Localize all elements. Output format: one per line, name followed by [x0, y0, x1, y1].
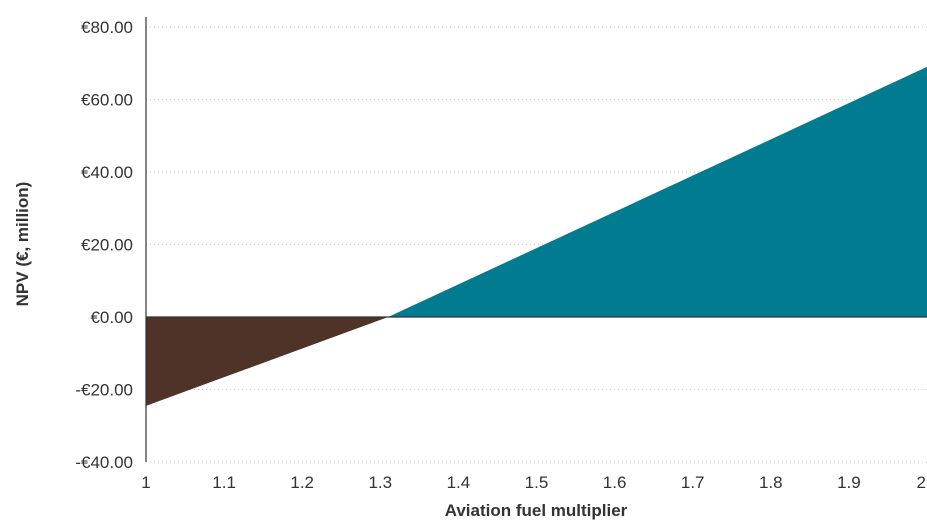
- y-tick-labels: -€40.00 -€20.00 €0.00 €20.00 €40.00 €60.00 €80…: [75, 18, 133, 472]
- x-tick-label: 1.6: [603, 473, 627, 492]
- y-axis-title: NPV (€, million): [13, 182, 32, 307]
- x-tick-label: 1.5: [525, 473, 549, 492]
- y-tick-label: -€20.00: [75, 381, 133, 400]
- y-tick-label: €40.00: [81, 163, 133, 182]
- x-tick-label: 1: [141, 473, 150, 492]
- x-tick-label: 1.4: [447, 473, 471, 492]
- y-tick-label: €0.00: [90, 308, 133, 327]
- x-tick-label: 1.9: [837, 473, 861, 492]
- x-axis-title: Aviation fuel multiplier: [445, 501, 628, 520]
- y-tick-label: €20.00: [81, 236, 133, 255]
- x-tick-label: 1.1: [212, 473, 236, 492]
- positive-npv-area: [388, 66, 927, 317]
- y-tick-label: -€40.00: [75, 453, 133, 472]
- x-tick-label: 1.8: [759, 473, 783, 492]
- y-tick-label: €60.00: [81, 91, 133, 110]
- x-tick-label: 1.2: [290, 473, 314, 492]
- plot-areas: [146, 66, 927, 406]
- x-tick-label: 2: [917, 473, 926, 492]
- x-tick-labels: 1 1.1 1.2 1.3 1.4 1.5 1.6 1.7 1.8 1.9 2: [141, 473, 926, 492]
- axes: [145, 17, 927, 462]
- y-tick-label: €80.00: [81, 18, 133, 37]
- x-tick-label: 1.7: [681, 473, 705, 492]
- negative-npv-area: [146, 317, 389, 406]
- x-tick-label: 1.3: [368, 473, 392, 492]
